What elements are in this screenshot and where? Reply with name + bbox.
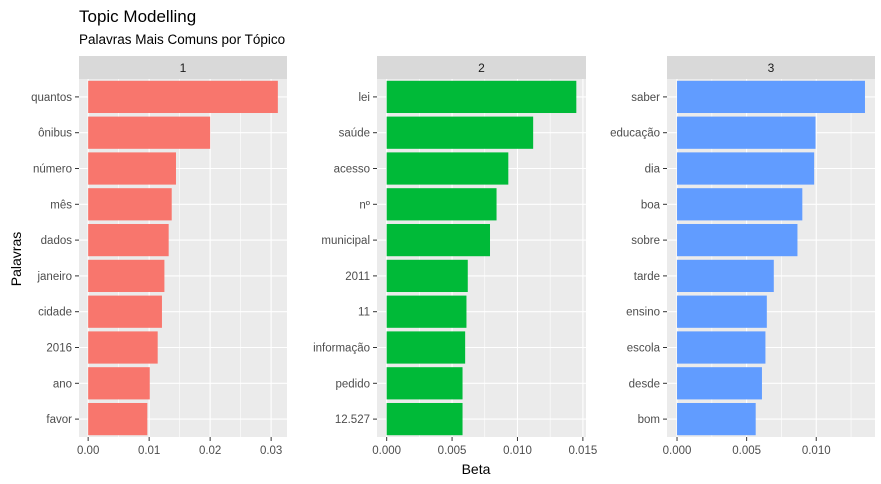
bar	[386, 402, 463, 436]
y-tick-label: lei	[358, 92, 370, 104]
bar	[386, 367, 463, 400]
x-tick-label: 0.03	[260, 445, 282, 457]
x-tick-label: 0.005	[438, 445, 467, 457]
x-tick-label: 0.000	[663, 445, 692, 457]
y-tick-label: saúde	[339, 128, 370, 140]
bar	[677, 116, 816, 149]
bar	[386, 80, 577, 114]
facet-strip	[667, 56, 875, 79]
y-tick-label: educação	[610, 128, 660, 140]
y-tick-label: mês	[50, 199, 72, 211]
bar	[386, 259, 468, 293]
y-tick-label: cidade	[38, 307, 72, 319]
y-tick-label: acesso	[334, 164, 370, 176]
bar	[88, 259, 165, 293]
facet-panel-3: 3 0.000 0.005 0.010 saber educação dia boa sobre…	[610, 56, 875, 457]
y-tick-label: nº	[359, 199, 370, 211]
y-tick-label: dados	[41, 235, 73, 247]
facet-panel-1: 1 0.00 0.01 0.02 0.03 quantos ônibus número mês d…	[31, 56, 287, 457]
y-tick-label: 2016	[46, 343, 72, 355]
y-tick-label: pedido	[335, 378, 370, 390]
y-tick-label: ano	[53, 378, 72, 390]
bar	[677, 223, 798, 257]
y-tick-label: número	[33, 164, 72, 176]
facet-strip-label: 2	[478, 61, 485, 75]
y-tick-label: dia	[645, 164, 661, 176]
facet-panels: 1 0.00 0.01 0.02 0.03 quantos ônibus número mês d…	[31, 56, 875, 457]
facet-strip-label: 3	[768, 61, 775, 75]
bar	[88, 295, 162, 328]
bar	[386, 295, 467, 328]
bar	[677, 367, 762, 400]
y-tick-label: informação	[313, 343, 370, 355]
x-tick-label: 0.015	[568, 445, 597, 457]
bar	[88, 367, 150, 400]
y-tick-label: desde	[629, 378, 660, 390]
bar	[677, 152, 815, 185]
facet-strip-label: 1	[180, 61, 187, 75]
y-tick-label: ônibus	[38, 128, 72, 140]
x-tick-label: 0.010	[503, 445, 532, 457]
y-axis-label: Palavras	[8, 232, 24, 286]
bar	[677, 331, 766, 364]
y-tick-label: 2011	[345, 271, 370, 283]
x-tick-label: 0.000	[372, 445, 401, 457]
x-tick-label: 0.02	[199, 445, 221, 457]
y-tick-label: sobre	[631, 235, 660, 247]
y-tick-label: escola	[627, 343, 661, 355]
bar	[88, 116, 211, 149]
y-tick-label: bom	[638, 414, 660, 426]
bar	[386, 188, 497, 221]
facet-strip	[377, 56, 586, 79]
bar	[677, 295, 767, 328]
bar	[88, 152, 176, 185]
y-tick-label: favor	[46, 414, 72, 426]
y-tick-label: boa	[641, 199, 661, 211]
bar	[386, 116, 534, 149]
bar	[677, 259, 774, 293]
bar	[386, 331, 466, 364]
x-tick-label: 0.01	[138, 445, 160, 457]
chart-subtitle: Palavras Mais Comuns por Tópico	[79, 32, 285, 47]
bar	[88, 402, 148, 436]
bar	[677, 188, 803, 221]
bar	[386, 223, 491, 257]
y-tick-label: quantos	[31, 92, 72, 104]
y-tick-label: 11	[358, 307, 370, 319]
bar	[88, 188, 172, 221]
y-tick-label: tarde	[634, 271, 660, 283]
bar	[677, 80, 865, 114]
facet-strip	[79, 56, 287, 79]
x-tick-label: 0.005	[732, 445, 761, 457]
y-tick-label: saber	[631, 92, 660, 104]
bar	[88, 80, 278, 114]
chart-title: Topic Modelling	[79, 7, 196, 26]
y-tick-label: 12.527	[335, 414, 370, 426]
bar	[88, 223, 169, 257]
bar	[88, 331, 158, 364]
x-tick-label: 0.00	[77, 445, 99, 457]
facet-panel-2: 2 0.000 0.005 0.010 0.015 lei saúde acesso nº mun…	[313, 56, 597, 457]
bar	[386, 152, 509, 185]
bar	[677, 402, 756, 436]
y-tick-label: janeiro	[36, 271, 72, 283]
y-tick-label: ensino	[626, 307, 660, 319]
x-tick-label: 0.010	[802, 445, 831, 457]
x-axis-label: Beta	[462, 461, 491, 477]
y-tick-label: municipal	[321, 235, 370, 247]
